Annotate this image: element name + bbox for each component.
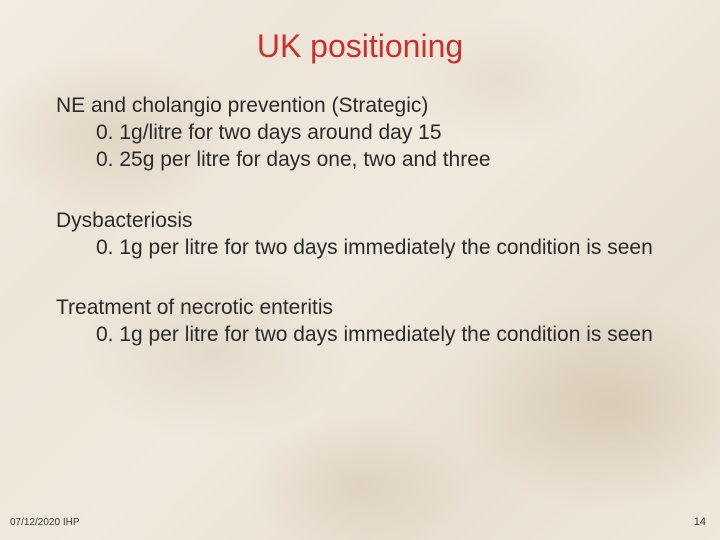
slide: UK positioning NE and cholangio preventi… xyxy=(0,0,720,540)
section-line: 0. 1g per litre for two days immediately… xyxy=(56,322,664,349)
section-line: 0. 1g per litre for two days immediately… xyxy=(56,235,664,262)
section-header: Dysbacteriosis xyxy=(56,208,664,235)
footer-date: 07/12/2020 IHP xyxy=(10,517,80,528)
section-line: 0. 25g per litre for days one, two and t… xyxy=(56,147,664,174)
section-dysbacteriosis: Dysbacteriosis 0. 1g per litre for two d… xyxy=(56,208,664,262)
section-header: Treatment of necrotic enteritis xyxy=(56,295,664,322)
section-header: NE and cholangio prevention (Strategic) xyxy=(56,93,664,120)
page-title: UK positioning xyxy=(56,28,664,65)
section-necrotic-enteritis: Treatment of necrotic enteritis 0. 1g pe… xyxy=(56,295,664,349)
section-line: 0. 1g/litre for two days around day 15 xyxy=(56,120,664,147)
section-ne-cholangio: NE and cholangio prevention (Strategic) … xyxy=(56,93,664,174)
footer-page-number: 14 xyxy=(694,516,706,528)
